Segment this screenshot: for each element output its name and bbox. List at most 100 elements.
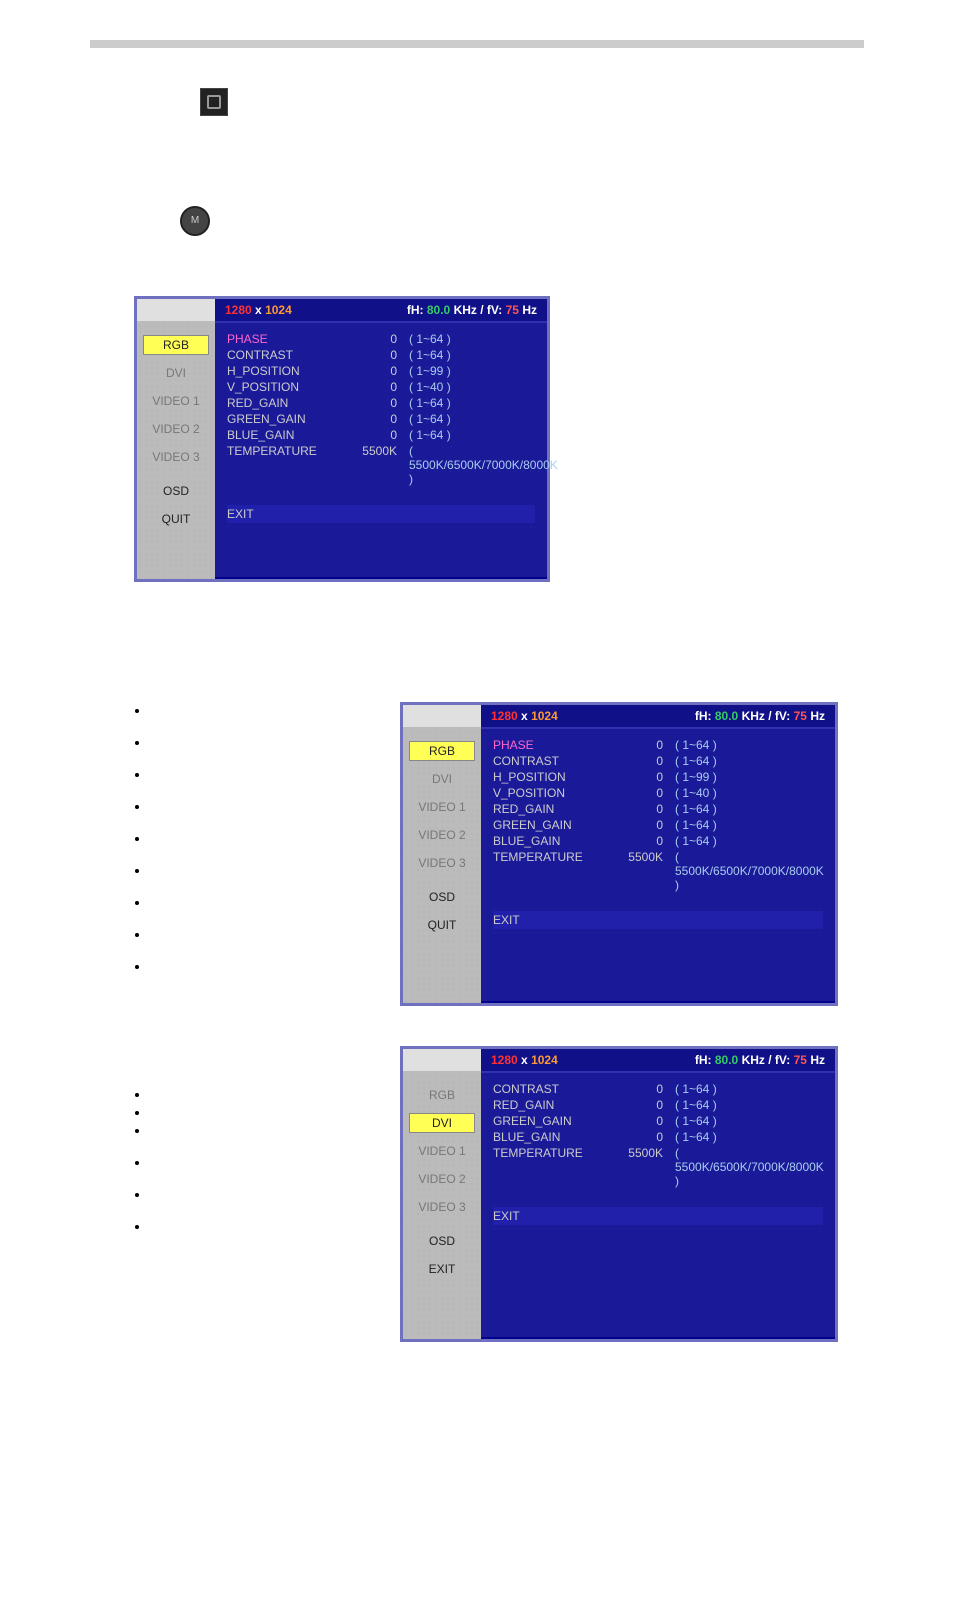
- osd-sidebar-item[interactable]: VIDEO 3: [137, 447, 215, 467]
- osd-param-value: 0: [347, 428, 409, 442]
- osd-row[interactable]: RED_GAIN0( 1~64 ): [493, 801, 823, 817]
- osd-param-label: GREEN_GAIN: [227, 412, 347, 426]
- osd-sidebar-item[interactable]: VIDEO 2: [403, 1169, 481, 1189]
- osd-sidebar-item[interactable]: QUIT: [403, 915, 481, 935]
- osd-param-range: ( 1~99 ): [409, 364, 535, 378]
- osd-param-label: BLUE_GAIN: [493, 1130, 613, 1144]
- list-item: [150, 1186, 370, 1200]
- osd-param-label: PHASE: [493, 738, 613, 752]
- osd-sidebar-item[interactable]: RGB: [143, 335, 209, 355]
- osd-1: RGB DVI VIDEO 1 VIDEO 2 VIDEO 3 OSD QUIT 1280 …: [134, 296, 550, 582]
- osd-row[interactable]: H_POSITION0( 1~99 ): [493, 769, 823, 785]
- osd-row[interactable]: CONTRAST0( 1~64 ): [493, 1081, 823, 1097]
- osd-param-value: 0: [347, 348, 409, 362]
- osd-param-label: RED_GAIN: [493, 1098, 613, 1112]
- osd-row[interactable]: BLUE_GAIN0( 1~64 ): [493, 833, 823, 849]
- osd-sidebar-item[interactable]: RGB: [409, 741, 475, 761]
- osd-sidebar: RGB DVI VIDEO 1 VIDEO 2 VIDEO 3 OSD QUIT: [137, 299, 215, 579]
- pip-icon[interactable]: [200, 88, 228, 116]
- osd-sidebar-item[interactable]: DVI: [403, 769, 481, 789]
- osd-param-range: ( 1~64 ): [675, 1098, 823, 1112]
- osd-sidebar-item[interactable]: VIDEO 3: [403, 853, 481, 873]
- osd-param-value: 0: [613, 1130, 675, 1144]
- list-item: [150, 1218, 370, 1232]
- osd-row[interactable]: CONTRAST0( 1~64 ): [493, 753, 823, 769]
- osd-param-value: 0: [613, 738, 675, 752]
- osd-param-label: H_POSITION: [227, 364, 347, 378]
- osd-row[interactable]: BLUE_GAIN0( 1~64 ): [227, 427, 535, 443]
- osd-row[interactable]: BLUE_GAIN0( 1~64 ): [493, 1129, 823, 1145]
- osd-param-range: ( 1~64 ): [675, 818, 823, 832]
- osd-param-range: ( 1~40 ): [675, 786, 823, 800]
- osd-row[interactable]: GREEN_GAIN0( 1~64 ): [227, 411, 535, 427]
- osd-param-range: ( 1~64 ): [409, 412, 535, 426]
- osd-param-value: 0: [613, 754, 675, 768]
- osd-sidebar-item[interactable]: RGB: [403, 1085, 481, 1105]
- osd-param-range: ( 1~64 ): [675, 1130, 823, 1144]
- osd-param-label: BLUE_GAIN: [493, 834, 613, 848]
- osd-param-range: ( 1~40 ): [409, 380, 535, 394]
- osd-sidebar-item[interactable]: OSD: [403, 887, 481, 907]
- list-item: [150, 702, 370, 720]
- osd-param-range: ( 1~64 ): [409, 396, 535, 410]
- osd-param-value: 0: [613, 818, 675, 832]
- osd-row[interactable]: TEMPERATURE5500K( 5500K/6500K/7000K/8000…: [493, 1145, 823, 1189]
- list-item: [150, 926, 370, 944]
- osd-header: 1280 x 1024 fH: 80.0 KHz / fV: 75 Hz: [215, 299, 547, 323]
- osd-sidebar-item[interactable]: VIDEO 1: [403, 1141, 481, 1161]
- osd-sidebar-item[interactable]: DVI: [409, 1113, 475, 1133]
- header-rule: [90, 40, 864, 48]
- osd-param-value: 0: [613, 834, 675, 848]
- osd-sidebar-item[interactable]: VIDEO 3: [403, 1197, 481, 1217]
- osd-sidebar-item[interactable]: DVI: [137, 363, 215, 383]
- osd-param-range: ( 1~64 ): [409, 428, 535, 442]
- osd-param-range: ( 1~64 ): [675, 802, 823, 816]
- osd-param-range: ( 1~64 ): [675, 738, 823, 752]
- osd-row[interactable]: RED_GAIN0( 1~64 ): [493, 1097, 823, 1113]
- menu-icon[interactable]: M: [180, 206, 210, 236]
- osd-row[interactable]: V_POSITION0( 1~40 ): [493, 785, 823, 801]
- osd-param-label: CONTRAST: [493, 754, 613, 768]
- osd-row[interactable]: CONTRAST0( 1~64 ): [227, 347, 535, 363]
- osd-param-value: 0: [347, 332, 409, 346]
- osd-param-label: BLUE_GAIN: [227, 428, 347, 442]
- osd-sidebar-item[interactable]: VIDEO 1: [137, 391, 215, 411]
- osd-sidebar-item[interactable]: VIDEO 2: [403, 825, 481, 845]
- osd-exit[interactable]: EXIT: [493, 911, 823, 929]
- list-item: [150, 862, 370, 880]
- osd-row[interactable]: GREEN_GAIN0( 1~64 ): [493, 1113, 823, 1129]
- osd-row[interactable]: H_POSITION0( 1~99 ): [227, 363, 535, 379]
- osd-param-range: ( 5500K/6500K/7000K/8000K ): [675, 850, 824, 892]
- osd-sidebar-item[interactable]: OSD: [137, 481, 215, 501]
- osd-param-label: V_POSITION: [493, 786, 613, 800]
- osd-header: 1280 x 1024 fH: 80.0 KHz / fV: 75 Hz: [481, 1049, 835, 1073]
- osd-row[interactable]: PHASE0( 1~64 ): [227, 331, 535, 347]
- osd-row[interactable]: PHASE0( 1~64 ): [493, 737, 823, 753]
- osd-param-value: 5500K: [347, 444, 409, 486]
- osd-sidebar-item[interactable]: VIDEO 2: [137, 419, 215, 439]
- list-item: [150, 1104, 370, 1118]
- list-item: [150, 1122, 370, 1136]
- osd-param-label: CONTRAST: [227, 348, 347, 362]
- osd-row[interactable]: TEMPERATURE5500K( 5500K/6500K/7000K/8000…: [227, 443, 535, 487]
- osd-param-value: 0: [347, 380, 409, 394]
- osd-row[interactable]: GREEN_GAIN0( 1~64 ): [493, 817, 823, 833]
- osd-param-label: RED_GAIN: [493, 802, 613, 816]
- osd-param-label: CONTRAST: [493, 1082, 613, 1096]
- osd-sidebar-item[interactable]: VIDEO 1: [403, 797, 481, 817]
- list-item: [150, 766, 370, 784]
- osd-param-value: 0: [347, 396, 409, 410]
- osd-row[interactable]: RED_GAIN0( 1~64 ): [227, 395, 535, 411]
- osd-3: RGB DVI VIDEO 1 VIDEO 2 VIDEO 3 OSD EXIT 1280 …: [400, 1046, 838, 1342]
- osd-sidebar-item[interactable]: OSD: [403, 1231, 481, 1251]
- osd-param-range: ( 1~99 ): [675, 770, 823, 784]
- bullet-list-1: [130, 702, 370, 976]
- osd-row[interactable]: V_POSITION0( 1~40 ): [227, 379, 535, 395]
- osd-sidebar-item[interactable]: QUIT: [137, 509, 215, 529]
- osd-exit[interactable]: EXIT: [493, 1207, 823, 1225]
- osd-param-value: 0: [613, 1082, 675, 1096]
- osd-row[interactable]: TEMPERATURE5500K( 5500K/6500K/7000K/8000…: [493, 849, 823, 893]
- osd-sidebar-item[interactable]: EXIT: [403, 1259, 481, 1279]
- osd-param-value: 0: [613, 1114, 675, 1128]
- osd-exit[interactable]: EXIT: [227, 505, 535, 523]
